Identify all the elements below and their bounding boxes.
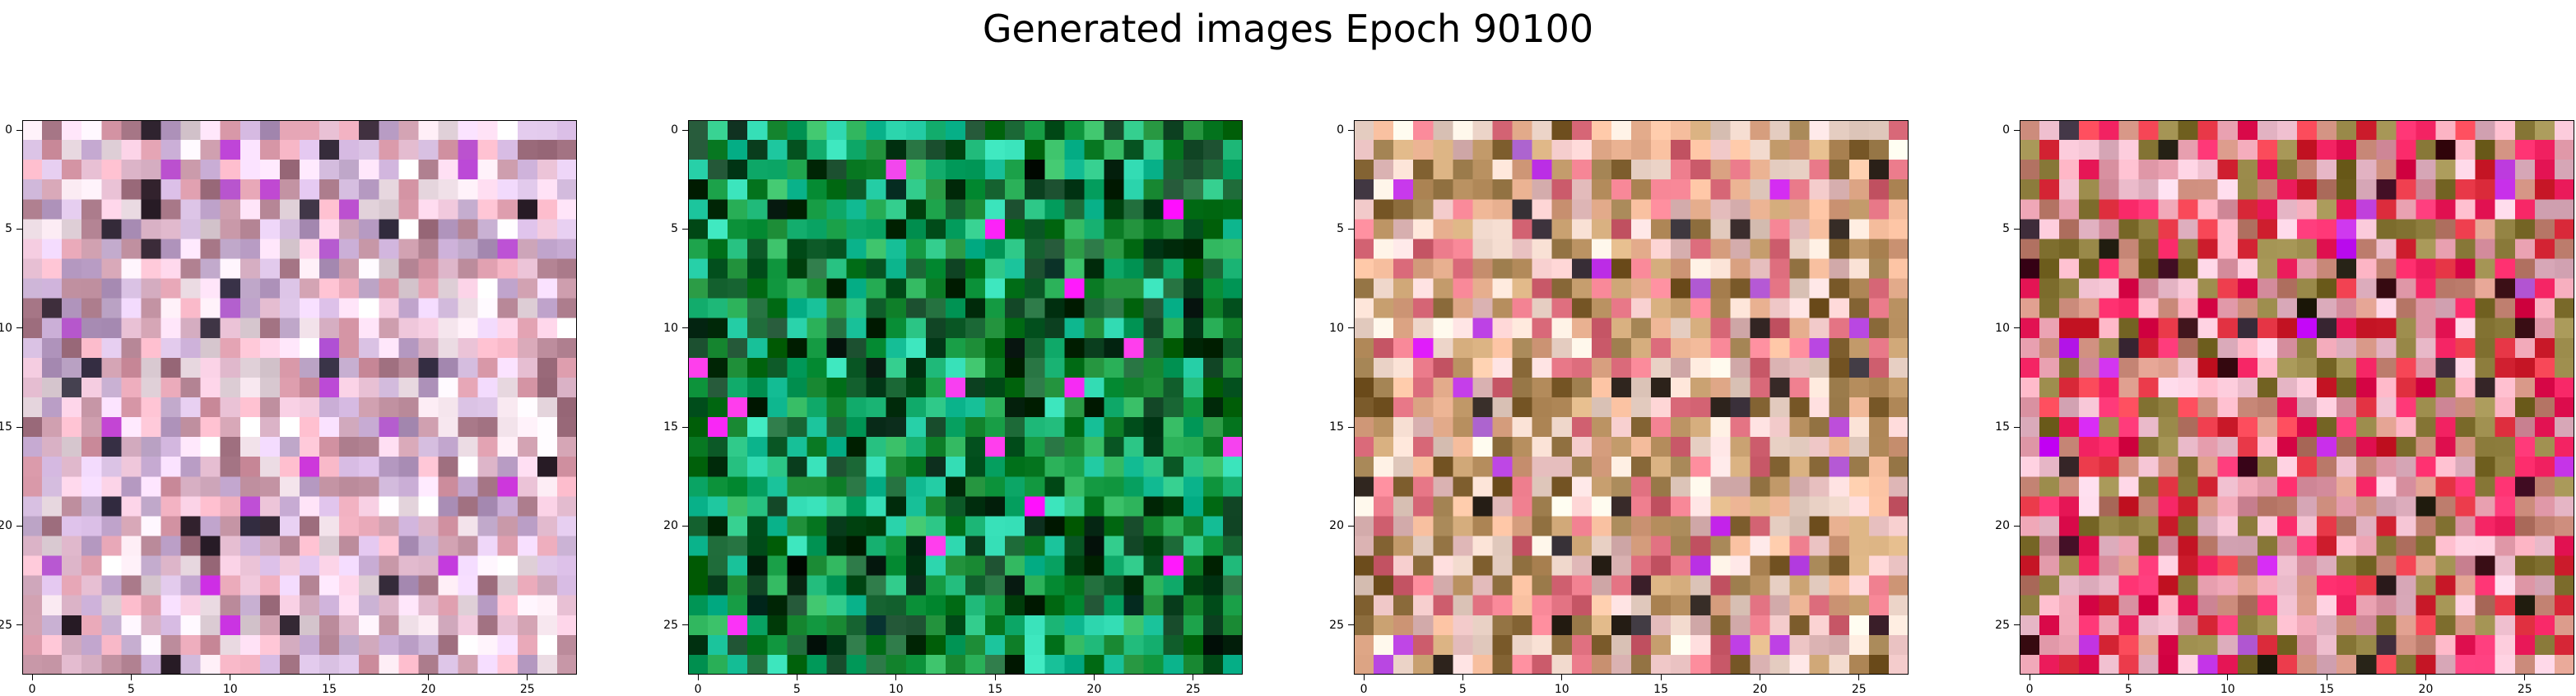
x-tick xyxy=(31,675,33,680)
x-tick xyxy=(994,675,996,680)
y-tick xyxy=(1348,426,1354,428)
x-tick-label: 10 xyxy=(888,683,904,696)
y-tick xyxy=(2014,228,2020,230)
x-tick xyxy=(527,675,528,680)
y-tick-label: 20 xyxy=(1995,519,2010,533)
y-tick xyxy=(682,624,688,626)
image-panel-1: 0 5 10 15 20 25 0 5 10 15 20 25 xyxy=(0,120,577,696)
x-tick-label: 15 xyxy=(2319,683,2335,696)
y-tick-label: 10 xyxy=(663,321,678,335)
x-tick xyxy=(2127,675,2129,680)
x-tick-label: 5 xyxy=(793,683,801,696)
y-tick-label: 10 xyxy=(1995,321,2010,335)
y-tick xyxy=(2014,129,2020,131)
y-tick xyxy=(16,525,22,527)
y-tick-label: 15 xyxy=(1329,420,1344,434)
y-tick-label: 0 xyxy=(2002,123,2010,137)
y-tick xyxy=(2014,525,2020,527)
x-tick-label: 5 xyxy=(127,683,135,696)
x-tick xyxy=(1858,675,1860,680)
x-tick-label: 0 xyxy=(28,683,36,696)
y-tick-label: 15 xyxy=(663,420,678,434)
y-tick xyxy=(1348,525,1354,527)
y-tick xyxy=(2014,624,2020,626)
y-tick-label: 25 xyxy=(1329,618,1344,632)
x-tick-label: 25 xyxy=(519,683,535,696)
y-tick-label: 25 xyxy=(663,618,678,632)
x-tick-label: 10 xyxy=(222,683,238,696)
image-heatmap-2 xyxy=(688,120,1243,675)
y-tick-label: 0 xyxy=(1337,123,1344,137)
x-tick-label: 5 xyxy=(2124,683,2132,696)
x-tick-label: 20 xyxy=(421,683,436,696)
x-tick-label: 20 xyxy=(1086,683,1102,696)
y-tick-label: 10 xyxy=(0,321,12,335)
y-tick-label: 10 xyxy=(1329,321,1344,335)
y-tick-label: 5 xyxy=(671,222,678,236)
x-tick xyxy=(130,675,132,680)
image-heatmap-1 xyxy=(22,120,577,675)
x-tick-label: 10 xyxy=(1554,683,1569,696)
y-tick xyxy=(16,228,22,230)
x-tick-label: 20 xyxy=(2418,683,2434,696)
y-tick xyxy=(16,426,22,428)
x-tick xyxy=(895,675,897,680)
x-tick-label: 15 xyxy=(988,683,1003,696)
y-tick xyxy=(2014,327,2020,329)
x-tick xyxy=(697,675,699,680)
y-tick xyxy=(1348,129,1354,131)
x-tick-label: 0 xyxy=(694,683,702,696)
x-tick xyxy=(1561,675,1563,680)
x-tick xyxy=(427,675,429,680)
y-tick-label: 0 xyxy=(671,123,678,137)
y-tick-label: 5 xyxy=(2002,222,2010,236)
x-tick-label: 25 xyxy=(1851,683,1867,696)
x-tick xyxy=(2425,675,2426,680)
x-tick-label: 15 xyxy=(322,683,337,696)
x-tick-label: 0 xyxy=(1360,683,1368,696)
y-tick xyxy=(16,129,22,131)
y-tick xyxy=(682,327,688,329)
x-tick xyxy=(328,675,330,680)
y-tick xyxy=(1348,624,1354,626)
y-tick xyxy=(16,624,22,626)
x-tick-label: 5 xyxy=(1458,683,1467,696)
x-tick-label: 20 xyxy=(1752,683,1768,696)
y-tick-label: 25 xyxy=(0,618,12,632)
y-tick xyxy=(682,228,688,230)
y-tick-label: 5 xyxy=(5,222,12,236)
image-heatmap-3 xyxy=(1354,120,1909,675)
y-tick xyxy=(1348,228,1354,230)
x-tick xyxy=(1363,675,1365,680)
y-tick-label: 25 xyxy=(1995,618,2010,632)
y-tick-label: 5 xyxy=(1337,222,1344,236)
x-tick-label: 0 xyxy=(2025,683,2034,696)
image-panel-2: 0 5 10 15 20 25 0 5 10 15 20 25 xyxy=(663,120,1243,696)
y-tick xyxy=(2014,426,2020,428)
image-panel-3: 0 5 10 15 20 25 0 5 10 15 20 25 xyxy=(1329,120,1909,696)
figure-title: Generated images Epoch 90100 xyxy=(982,7,1594,51)
x-tick xyxy=(1660,675,1662,680)
y-tick-label: 20 xyxy=(0,519,12,533)
x-tick xyxy=(2524,675,2526,680)
y-tick-label: 20 xyxy=(1329,519,1344,533)
y-tick xyxy=(682,525,688,527)
x-tick-label: 15 xyxy=(1653,683,1669,696)
y-tick xyxy=(1348,327,1354,329)
y-tick xyxy=(682,129,688,131)
y-tick xyxy=(16,327,22,329)
x-tick-label: 10 xyxy=(2220,683,2235,696)
x-tick-label: 25 xyxy=(1185,683,1201,696)
x-tick-label: 25 xyxy=(2517,683,2532,696)
y-tick-label: 20 xyxy=(663,519,678,533)
image-panel-4: 0 5 10 15 20 25 0 5 10 15 20 25 xyxy=(1995,120,2574,696)
y-tick-label: 0 xyxy=(5,123,12,137)
y-tick xyxy=(682,426,688,428)
y-tick-label: 15 xyxy=(0,420,12,434)
x-tick xyxy=(1093,675,1095,680)
image-heatmap-4 xyxy=(2020,120,2574,675)
y-tick-label: 15 xyxy=(1995,420,2010,434)
x-tick xyxy=(2227,675,2229,680)
x-tick xyxy=(1462,675,1463,680)
